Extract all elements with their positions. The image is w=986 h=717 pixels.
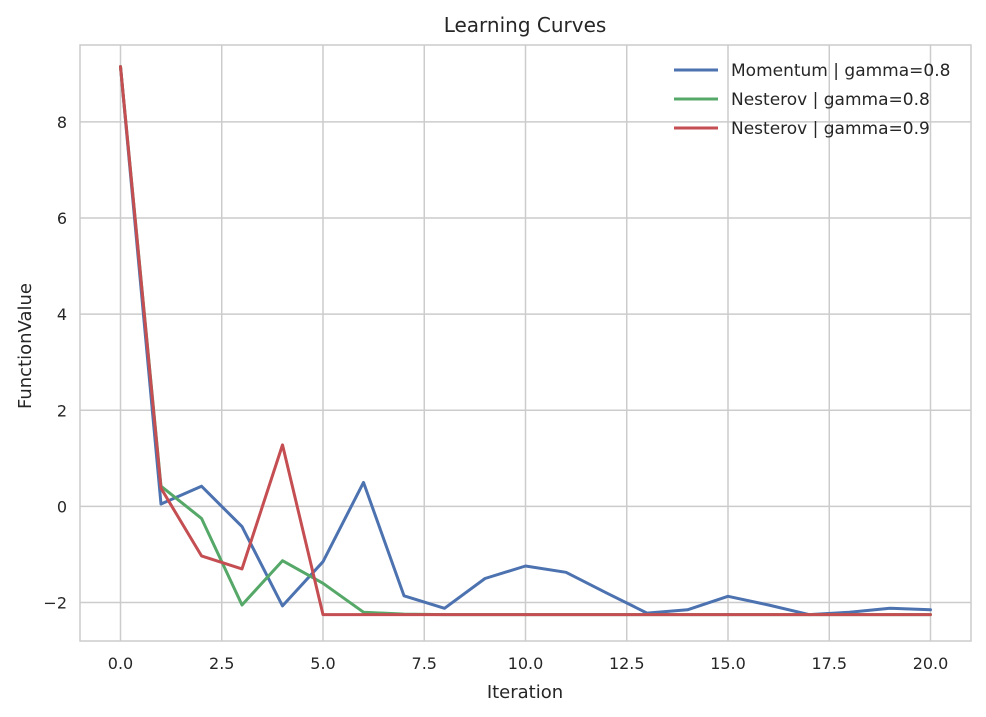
series-line-1 [119,65,932,617]
chart-title: Learning Curves [444,13,607,37]
y-axis-title: FunctionValue [15,283,36,409]
legend: Momentum | gamma=0.8 Nesterov | gamma=0.8… [674,61,950,139]
y-tick-label: 4 [57,305,67,324]
x-tick-label: 7.5 [412,654,437,673]
x-tick-label: 5.0 [310,654,335,673]
series-line-3 [119,65,932,617]
y-tick-label: −2 [43,594,67,613]
x-tick-label: 12.5 [609,654,645,673]
x-tick-label: 0.0 [108,654,133,673]
series-lines [119,65,932,617]
x-tick-label: 20.0 [913,654,949,673]
x-tick-labels: 0.0 2.5 5.0 7.5 10.0 12.5 15.0 17.5 20.0 [108,654,949,673]
x-tick-label: 15.0 [710,654,746,673]
plot-frame [79,44,972,642]
grid [80,45,971,641]
legend-label: Nesterov | gamma=0.9 [731,119,930,139]
x-tick-label: 10.0 [508,654,544,673]
y-tick-label: 6 [57,209,67,228]
y-tick-label: 2 [57,401,67,420]
y-tick-label: 0 [57,497,67,516]
y-tick-labels: −2 0 2 4 6 8 [43,113,67,613]
x-tick-label: 2.5 [209,654,234,673]
legend-label: Momentum | gamma=0.8 [731,61,950,81]
x-axis-title: Iteration [487,682,563,703]
y-tick-label: 8 [57,113,67,132]
legend-label: Nesterov | gamma=0.8 [731,90,930,110]
x-tick-label: 17.5 [811,654,847,673]
